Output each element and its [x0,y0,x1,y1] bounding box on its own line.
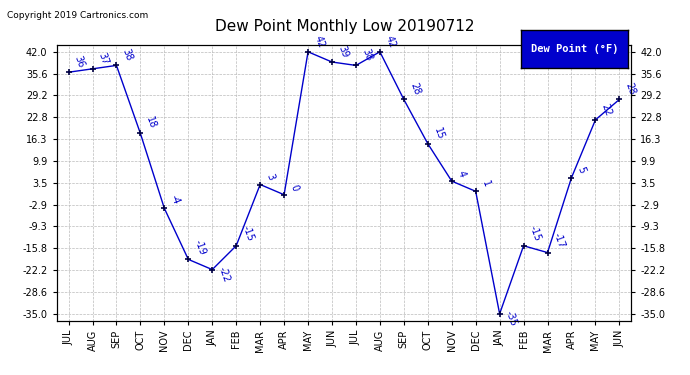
Text: 5: 5 [575,166,587,175]
Text: 22: 22 [600,102,613,117]
Text: 42: 42 [312,34,326,49]
Text: 38: 38 [121,48,135,63]
Text: -15: -15 [240,225,255,243]
Text: 39: 39 [336,44,350,59]
Text: 28: 28 [624,82,637,97]
Text: -35: -35 [504,309,519,328]
Text: 36: 36 [72,54,86,69]
Text: 3: 3 [264,172,276,182]
Text: -4: -4 [168,193,181,206]
Text: 1: 1 [480,179,491,189]
Text: 42: 42 [384,34,397,49]
Text: -22: -22 [217,265,231,284]
Text: -17: -17 [552,231,566,250]
Text: 18: 18 [145,116,158,131]
Text: Dew Point Monthly Low 20190712: Dew Point Monthly Low 20190712 [215,19,475,34]
Text: 4: 4 [456,169,467,178]
Text: -15: -15 [528,225,542,243]
Text: 37: 37 [97,51,110,66]
Text: Copyright 2019 Cartronics.com: Copyright 2019 Cartronics.com [7,11,148,20]
Text: 15: 15 [432,126,446,141]
Text: 0: 0 [288,183,299,192]
Text: Dew Point (°F): Dew Point (°F) [531,44,618,54]
Text: 38: 38 [360,48,374,63]
Text: 28: 28 [408,82,422,97]
Text: -19: -19 [193,238,207,256]
